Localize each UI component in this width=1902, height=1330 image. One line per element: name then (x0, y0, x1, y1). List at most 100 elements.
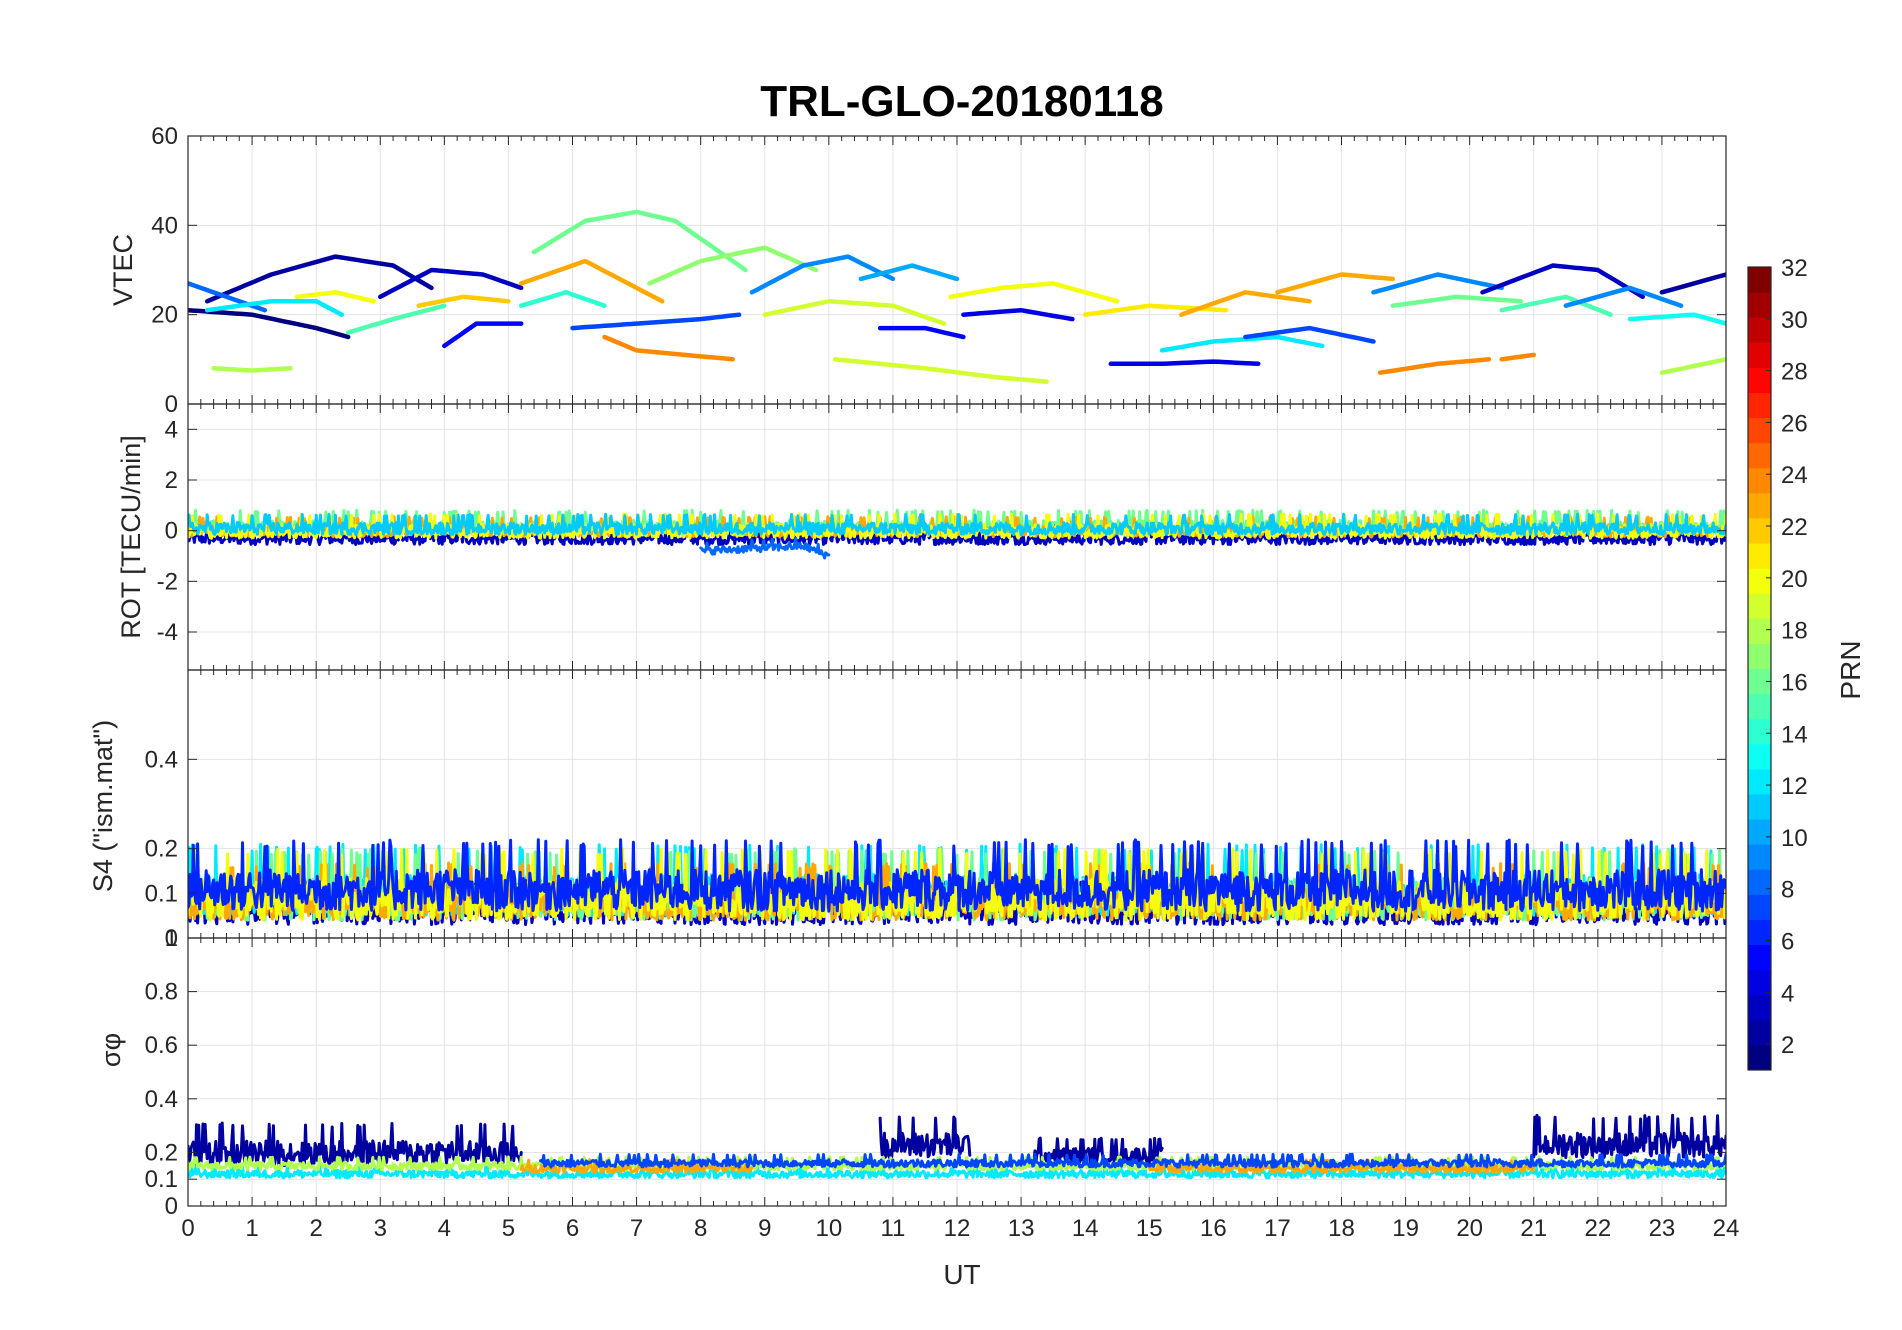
x-tick-label: 12 (944, 1215, 971, 1242)
series-prn-7 (570, 312, 742, 331)
colorbar-band (1748, 342, 1771, 368)
x-tick-label: 17 (1264, 1215, 1291, 1242)
colorbar-tick-label: 2 (1781, 1032, 1794, 1059)
x-tick-label: 13 (1008, 1215, 1035, 1242)
x-tick-label: 7 (630, 1215, 643, 1242)
panel-rot-ytick-label: 4 (165, 416, 178, 443)
series-prn-17 (647, 245, 819, 286)
series-prn-23 (1179, 290, 1312, 317)
series-prn-18 (1659, 357, 1726, 375)
series-prn-18 (211, 366, 293, 373)
x-tick-label: 8 (694, 1215, 707, 1242)
series-prn-15 (1499, 294, 1613, 317)
x-tick-label: 23 (1649, 1215, 1676, 1242)
colorbar-band (1748, 969, 1771, 996)
series-prn-2 (878, 1115, 972, 1160)
x-tick-label: 22 (1584, 1215, 1611, 1242)
panel-s4-ylabel: S4 ("ism.mat") (88, 720, 118, 892)
x-tick-label: 16 (1200, 1215, 1227, 1242)
panel-sigma-ytick-label: 0.4 (145, 1086, 178, 1113)
series-prn-24 (602, 334, 735, 362)
series-prn-3 (1480, 263, 1645, 300)
series-prn-20 (948, 281, 1120, 304)
colorbar-band (1748, 743, 1771, 770)
colorbar-band (1748, 1044, 1771, 1071)
colorbar-tick-label: 6 (1781, 928, 1794, 955)
panel-sigma-ylabel: σφ (96, 1033, 126, 1067)
series-prn-14 (518, 290, 607, 308)
x-tick-label: 20 (1456, 1215, 1483, 1242)
colorbar-tick-label: 18 (1781, 618, 1808, 645)
panel-sigma-ytick-label: 0.6 (145, 1032, 178, 1059)
panel-sigma-ytick-label: 0 (165, 1193, 178, 1220)
panel-vtec-ytick-label: 0 (165, 391, 178, 418)
colorbar-tick-label: 24 (1781, 462, 1808, 489)
colorbar-band (1748, 718, 1771, 745)
series-prn-22 (416, 294, 511, 308)
panel-sigma-ytick-label: 1 (165, 925, 178, 952)
panel-sigma-ytick-label: 0.2 (145, 1139, 178, 1166)
colorbar-band (1748, 517, 1771, 544)
colorbar-band (1748, 492, 1771, 519)
x-tick-label: 3 (374, 1215, 387, 1242)
panel-s4-ytick-label: 0.2 (145, 836, 178, 863)
series-prn-24 (1377, 357, 1492, 375)
series-prn-23 (518, 258, 665, 304)
colorbar-tick-label: 4 (1781, 980, 1794, 1007)
series-prn-9 (1371, 272, 1504, 295)
panel-rot-ytick-label: -4 (157, 619, 178, 646)
panel-rot-ylabel: ROT [TECU/min] (116, 435, 146, 639)
colorbar-tick-label: 28 (1781, 359, 1808, 386)
panel-rot-ytick-label: 2 (165, 467, 178, 494)
colorbar-tick-label: 14 (1781, 721, 1808, 748)
series-prn-2 (1532, 1113, 1726, 1159)
panel-s4-ytick-label: 0.4 (145, 746, 178, 773)
series-prn-11 (188, 512, 1726, 536)
x-tick-label: 2 (309, 1215, 322, 1242)
x-tick-label: 21 (1520, 1215, 1547, 1242)
colorbar-band (1748, 442, 1771, 469)
colorbar-band (1748, 869, 1771, 895)
colorbar-band (1748, 392, 1771, 419)
colorbar-band (1748, 643, 1771, 669)
colorbar-band (1748, 292, 1771, 318)
colorbar-tick-label: 26 (1781, 410, 1808, 437)
series-prn-2 (1659, 272, 1726, 295)
series-prn-1 (188, 307, 351, 340)
colorbar-band (1748, 467, 1771, 494)
series-prn-23 (1275, 272, 1396, 295)
colorbar-band (1748, 894, 1771, 920)
series-prn-2 (188, 1121, 523, 1167)
series-prn-19 (762, 299, 947, 326)
x-tick-label: 24 (1713, 1215, 1740, 1242)
series-prn-20 (294, 290, 377, 304)
colorbar-band (1748, 693, 1771, 720)
colorbar-tick-label: 22 (1781, 514, 1808, 541)
x-tick-label: 18 (1328, 1215, 1355, 1242)
colorbar-tick-label: 20 (1781, 566, 1808, 593)
series-prn-16 (531, 209, 748, 273)
colorbar-tick-label: 30 (1781, 307, 1808, 334)
colorbar-band (1748, 768, 1771, 795)
colorbar-label: PRN (1835, 640, 1866, 699)
x-tick-label: 11 (880, 1215, 905, 1242)
x-tick-label: 5 (502, 1215, 515, 1242)
colorbar-band (1748, 417, 1771, 444)
x-axis-label: UT (943, 1259, 980, 1290)
x-tick-label: 15 (1136, 1215, 1163, 1242)
series-prn-12 (204, 299, 345, 317)
series-prn-4 (1108, 359, 1261, 367)
panel-rot-ytick-label: 0 (165, 518, 178, 545)
colorbar-band (1748, 944, 1771, 971)
x-tick-label: 0 (181, 1215, 194, 1242)
panel-vtec-ytick-label: 20 (151, 302, 178, 329)
series-prn-9 (1563, 285, 1684, 308)
colorbar-band (1748, 819, 1771, 845)
panel-vtec-ylabel: VTEC (108, 234, 138, 306)
colorbar-band (1748, 593, 1771, 619)
panel-sigma-ytick-label: 0.8 (145, 979, 178, 1006)
series-prn-3 (378, 267, 524, 300)
series-prn-5 (442, 321, 524, 349)
series-prn-4 (961, 307, 1075, 322)
